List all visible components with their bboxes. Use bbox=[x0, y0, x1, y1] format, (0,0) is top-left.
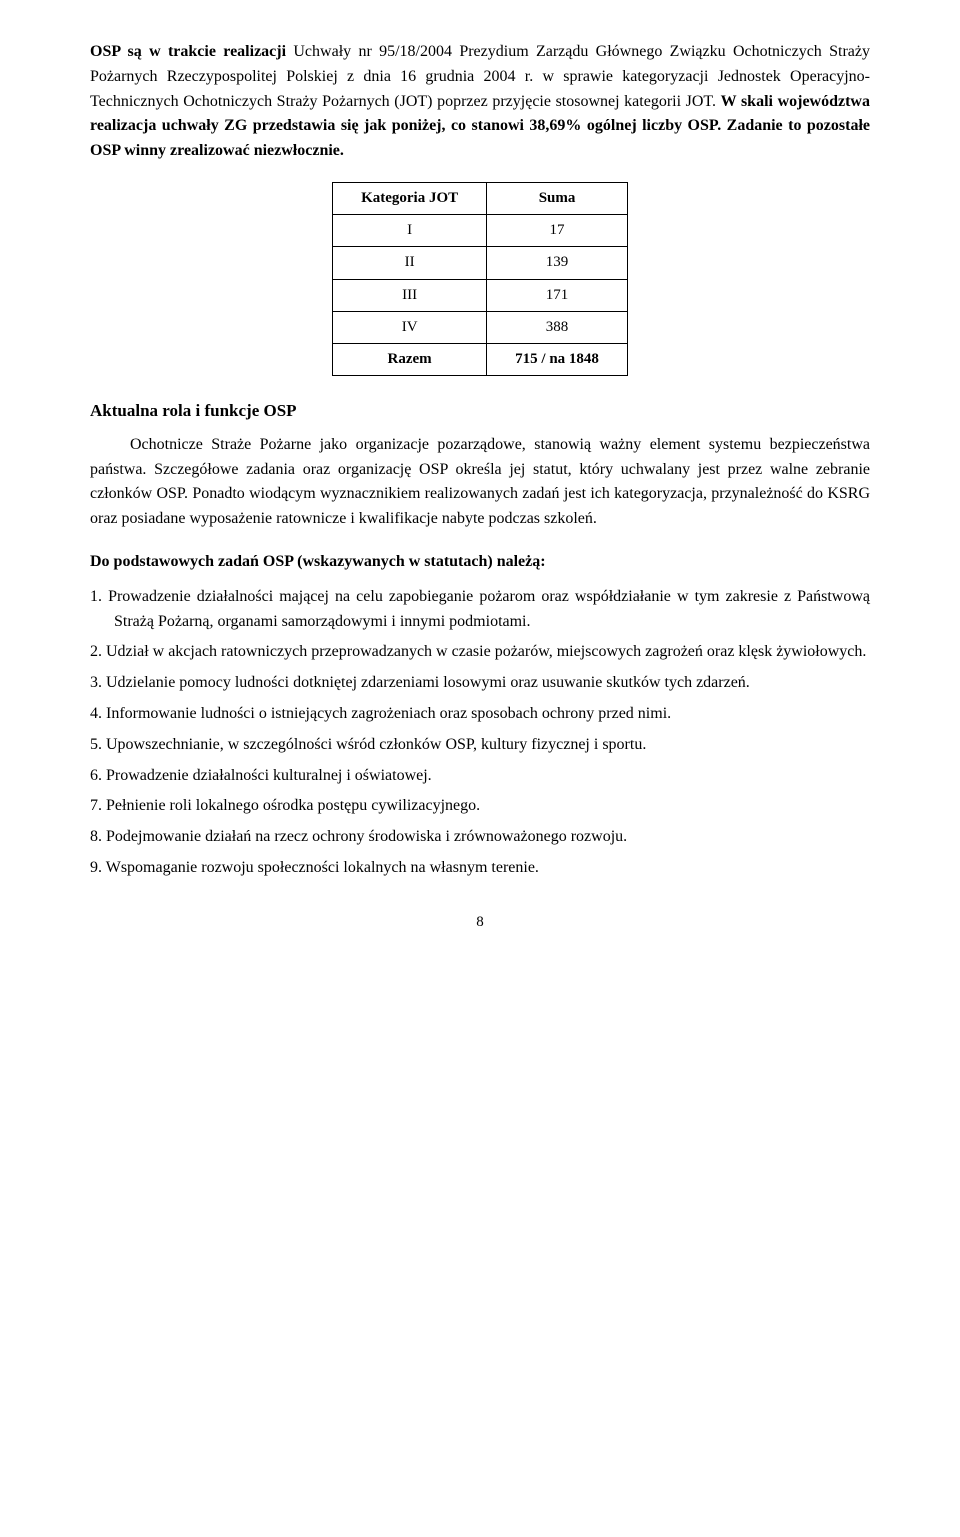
role-paragraph: Ochotnicze Straże Pożarne jako organizac… bbox=[90, 433, 870, 532]
table-row: I 17 bbox=[333, 215, 628, 247]
col-header-sum: Suma bbox=[487, 182, 628, 214]
list-item: Prowadzenie działalności kulturalnej i o… bbox=[90, 764, 870, 789]
list-item: Podejmowanie działań na rzecz ochrony śr… bbox=[90, 825, 870, 850]
col-header-category: Kategoria JOT bbox=[333, 182, 487, 214]
list-item: Wspomaganie rozwoju społeczności lokalny… bbox=[90, 856, 870, 881]
cell-sum: 388 bbox=[487, 311, 628, 343]
list-item: Upowszechnianie, w szczególności wśród c… bbox=[90, 733, 870, 758]
cell-sum: 139 bbox=[487, 247, 628, 279]
tasks-heading: Do podstawowych zadań OSP (wskazywanych … bbox=[90, 550, 870, 575]
cell-sum: 171 bbox=[487, 279, 628, 311]
list-item: Pełnienie roli lokalnego ośrodka postępu… bbox=[90, 794, 870, 819]
intro-bold-lead: OSP są w trakcie realizacji bbox=[90, 43, 286, 60]
table-row-total: Razem 715 / na 1848 bbox=[333, 344, 628, 376]
list-item: Prowadzenie działalności mającej na celu… bbox=[90, 585, 870, 635]
table-row: III 171 bbox=[333, 279, 628, 311]
page-number: 8 bbox=[90, 911, 870, 934]
cell-category-total: Razem bbox=[333, 344, 487, 376]
cell-category: II bbox=[333, 247, 487, 279]
cell-category: III bbox=[333, 279, 487, 311]
cell-category: I bbox=[333, 215, 487, 247]
list-item: Udzielanie pomocy ludności dotkniętej zd… bbox=[90, 671, 870, 696]
tasks-list: Prowadzenie działalności mającej na celu… bbox=[90, 585, 870, 881]
table-row: IV 388 bbox=[333, 311, 628, 343]
list-item: Informowanie ludności o istniejących zag… bbox=[90, 702, 870, 727]
list-item: Udział w akcjach ratowniczych przeprowad… bbox=[90, 640, 870, 665]
intro-paragraph: OSP są w trakcie realizacji Uchwały nr 9… bbox=[90, 40, 870, 164]
cell-category: IV bbox=[333, 311, 487, 343]
cell-sum: 17 bbox=[487, 215, 628, 247]
cell-sum-total: 715 / na 1848 bbox=[487, 344, 628, 376]
jot-category-table: Kategoria JOT Suma I 17 II 139 III 171 I… bbox=[332, 182, 628, 377]
table-row: II 139 bbox=[333, 247, 628, 279]
table-header-row: Kategoria JOT Suma bbox=[333, 182, 628, 214]
role-heading: Aktualna rola i funkcje OSP bbox=[90, 398, 870, 424]
